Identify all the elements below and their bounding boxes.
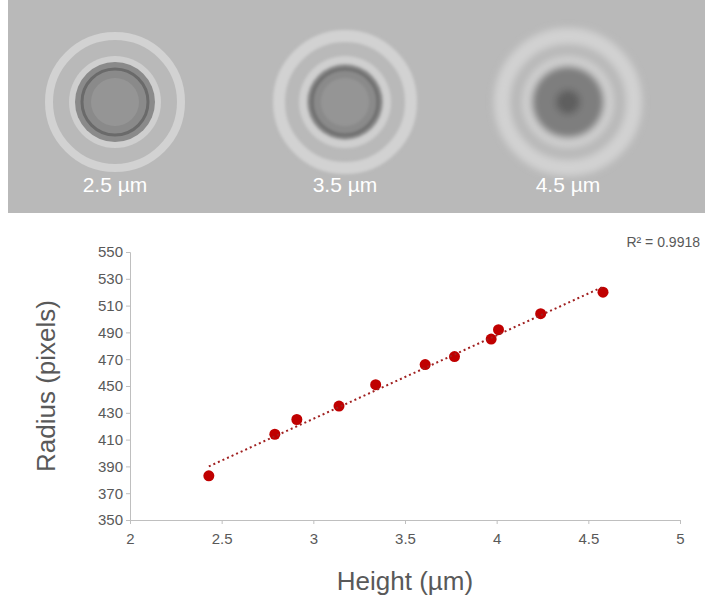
data-point: [598, 287, 609, 298]
y-tick: 490: [98, 324, 130, 341]
inner-ring: [312, 69, 378, 135]
x-tick: 2: [126, 520, 134, 547]
y-tick-mark: [126, 332, 130, 333]
y-tick-label: 390: [98, 458, 123, 475]
bright-ring: [522, 56, 614, 148]
x-tick-label: 4: [493, 530, 501, 547]
x-tick: 2.5: [212, 520, 233, 547]
x-tick-mark: [405, 520, 406, 524]
x-tick-mark: [588, 520, 589, 524]
x-tick-mark: [313, 520, 314, 524]
y-tick-label: 530: [98, 270, 123, 287]
halo: [279, 36, 411, 168]
y-tick-label: 350: [98, 511, 123, 528]
y-tick: 550: [98, 243, 130, 260]
y-tick-mark: [126, 279, 130, 280]
y-axis-line: [126, 253, 131, 521]
x-tick: 4: [493, 520, 501, 547]
y-tick: 470: [98, 351, 130, 368]
y-tick-mark: [126, 413, 130, 414]
bright-ring: [299, 56, 391, 148]
y-tick-label: 430: [98, 404, 123, 421]
x-axis: 2 2.5 3 3.5 4 4.5 5: [126, 520, 684, 547]
image-label: 4.5 µm: [536, 173, 601, 196]
y-tick: 430: [98, 404, 130, 421]
core: [556, 90, 580, 114]
x-tick-mark: [497, 520, 498, 524]
chart-root: 2.5 µm 3.5 µm 4.5 µm 350 370 390 410 430 450 470 4…: [0, 0, 713, 604]
x-tick-label: 4.5: [578, 530, 599, 547]
y-tick-label: 470: [98, 351, 123, 368]
y-tick-mark: [126, 440, 130, 441]
halo: [49, 36, 181, 168]
plot-area: [203, 287, 608, 482]
y-tick-mark: [126, 493, 130, 494]
droplet: [279, 36, 411, 168]
y-tick-label: 370: [98, 485, 123, 502]
image-label: 3.5 µm: [313, 173, 378, 196]
annotation: R² = 0.9918: [626, 234, 700, 250]
core: [91, 78, 139, 126]
y-tick: 450: [98, 377, 130, 394]
y-tick-label: 510: [98, 297, 123, 314]
x-tick-label: 5: [676, 530, 684, 547]
x-tick: 3.5: [395, 520, 416, 547]
y-tick: 370: [98, 485, 130, 502]
image-label: 2.5 µm: [83, 173, 148, 196]
y-tick-mark: [126, 386, 130, 387]
bright-ring: [69, 56, 161, 148]
droplet: [49, 36, 181, 168]
halo: [502, 36, 634, 168]
y-tick-label: 490: [98, 324, 123, 341]
x-tick-label: 2: [126, 530, 134, 547]
x-axis-title: Height (µm): [337, 566, 473, 596]
y-tick-mark: [126, 520, 130, 521]
trend-line: [209, 287, 603, 467]
x-tick-mark: [222, 520, 223, 524]
y-tick-mark: [126, 359, 130, 360]
data-point: [291, 414, 302, 425]
core: [321, 78, 369, 126]
image-background: [8, 0, 705, 213]
x-tick: 5: [676, 520, 684, 547]
x-tick-mark: [130, 520, 131, 524]
y-axis-title: Radius (pixels): [31, 300, 61, 472]
y-tick-mark: [126, 252, 130, 253]
y-tick: 350: [98, 511, 130, 528]
droplet: [502, 36, 634, 168]
x-tick: 4.5: [578, 520, 599, 547]
y-tick-mark: [126, 466, 130, 467]
inner-ring: [82, 69, 148, 135]
x-tick-label: 3: [310, 530, 318, 547]
y-tick: 410: [98, 431, 130, 448]
dark-disc: [532, 66, 604, 138]
data-point: [370, 379, 381, 390]
x-tick-mark: [680, 520, 681, 524]
data-point: [420, 359, 431, 370]
y-tick-label: 550: [98, 243, 123, 260]
x-axis-line: [131, 521, 681, 525]
data-point: [203, 470, 214, 481]
y-tick: 390: [98, 458, 130, 475]
x-tick: 3: [310, 520, 318, 547]
y-axis: 350 370 390 410 430 450 470 490 510 530 550: [98, 243, 131, 528]
y-tick: 530: [98, 270, 130, 287]
y-tick-label: 450: [98, 377, 123, 394]
x-tick-label: 2.5: [212, 530, 233, 547]
y-tick-mark: [126, 306, 130, 307]
x-tick-label: 3.5: [395, 530, 416, 547]
y-tick-label: 410: [98, 431, 123, 448]
image-panel: 2.5 µm 3.5 µm 4.5 µm: [8, 0, 705, 213]
y-tick: 510: [98, 297, 130, 314]
data-point: [493, 324, 504, 335]
dark-disc: [307, 64, 383, 140]
dark-disc: [75, 62, 155, 142]
